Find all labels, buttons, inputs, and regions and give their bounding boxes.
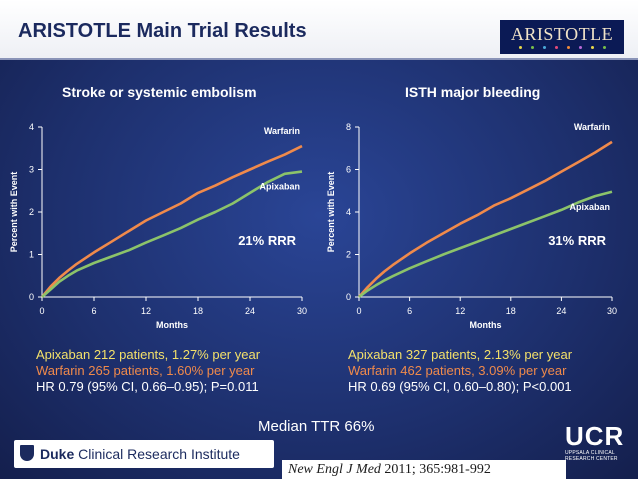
x-tick-label: 18	[193, 306, 203, 316]
result-warfarin-right: Warfarin 462 patients, 3.09% per year	[348, 363, 567, 378]
result-warfarin-left: Warfarin 265 patients, 1.60% per year	[36, 363, 255, 378]
duke-logo: Duke Clinical Research Institute	[14, 440, 274, 468]
x-tick-label: 6	[91, 306, 96, 316]
y-tick-label: 2	[29, 207, 34, 217]
series-label-apixaban: Apixaban	[259, 182, 300, 192]
series-line-warfarin	[40, 144, 303, 298]
series-label-warfarin: Warfarin	[264, 126, 300, 136]
logo-dot	[591, 46, 594, 49]
logo-dots	[519, 46, 609, 50]
rrr-annotation: 21% RRR	[238, 233, 296, 248]
duke-shield-icon	[20, 445, 34, 461]
y-tick-label: 3	[29, 165, 34, 175]
x-tick-label: 0	[356, 306, 361, 316]
x-tick-label: 18	[506, 306, 516, 316]
rrr-annotation: 31% RRR	[548, 233, 606, 248]
ucr-logo: UCR UPPSALA CLINICAL RESEARCH CENTER	[565, 422, 625, 462]
logo-text: ARISTOTLE	[510, 24, 614, 44]
duke-bold: Duke	[40, 446, 75, 462]
x-tick-label: 30	[297, 306, 307, 316]
title-bar: ARISTOTLE Main Trial Results ARISTOTLE	[0, 0, 638, 60]
logo-dot	[531, 46, 534, 49]
y-tick-label: 8	[346, 122, 351, 132]
chart-2-title: ISTH major bleeding	[405, 84, 541, 100]
chart-1-title: Stroke or systemic embolism	[62, 84, 257, 100]
results-right: Apixaban 327 patients, 2.13% per year Wa…	[348, 347, 572, 395]
result-hr-right: HR 0.69 (95% CI, 0.60–0.80); P<0.001	[348, 379, 572, 394]
series-label-warfarin: Warfarin	[574, 122, 610, 132]
y-tick-label: 0	[346, 292, 351, 302]
x-tick-label: 12	[141, 306, 151, 316]
logo-dot	[555, 46, 558, 49]
aristotle-logo: ARISTOTLE	[500, 20, 624, 54]
reference-journal: New Engl J Med	[288, 462, 381, 477]
series-line-apixaban	[358, 190, 613, 299]
median-ttr: Median TTR 66%	[258, 418, 375, 435]
ucr-big: UCR	[565, 421, 625, 451]
y-tick-label: 6	[346, 165, 351, 175]
x-tick-label: 24	[556, 306, 566, 316]
y-tick-label: 4	[346, 207, 351, 217]
x-axis-label: Months	[470, 320, 502, 330]
logo-dot	[567, 46, 570, 49]
result-apixaban-left: Apixaban 212 patients, 1.27% per year	[36, 347, 261, 362]
logo-dot	[603, 46, 606, 49]
series-line-warfarin	[358, 140, 613, 298]
y-axis-label: Percent with Event	[9, 172, 19, 253]
y-tick-label: 0	[29, 292, 34, 302]
y-axis-label: Percent with Event	[326, 172, 336, 253]
x-axis-label: Months	[156, 320, 188, 330]
result-hr-left: HR 0.79 (95% CI, 0.66–0.95); P=0.011	[36, 379, 259, 394]
ucr-small: UPPSALA CLINICAL RESEARCH CENTER	[565, 450, 618, 462]
x-tick-label: 12	[455, 306, 465, 316]
duke-text: Duke Clinical Research Institute	[40, 446, 240, 462]
result-apixaban-right: Apixaban 327 patients, 2.13% per year	[348, 347, 573, 362]
x-tick-label: 6	[407, 306, 412, 316]
x-tick-label: 30	[607, 306, 617, 316]
logo-dot	[579, 46, 582, 49]
y-tick-label: 4	[29, 122, 34, 132]
y-tick-label: 1	[29, 250, 34, 260]
x-tick-label: 24	[245, 306, 255, 316]
series-label-apixaban: Apixaban	[569, 202, 610, 212]
reference-rest: 2011; 365:981-992	[380, 462, 491, 477]
x-tick-label: 0	[39, 306, 44, 316]
results-left: Apixaban 212 patients, 1.27% per year Wa…	[36, 347, 260, 395]
reference: New Engl J Med 2011; 365:981-992	[282, 460, 566, 479]
series-line-apixaban	[41, 170, 303, 298]
logo-dot	[519, 46, 522, 49]
y-tick-label: 2	[346, 250, 351, 260]
slide-title: ARISTOTLE Main Trial Results	[18, 20, 307, 42]
logo-dot	[543, 46, 546, 49]
duke-rest: Clinical Research Institute	[74, 446, 240, 462]
